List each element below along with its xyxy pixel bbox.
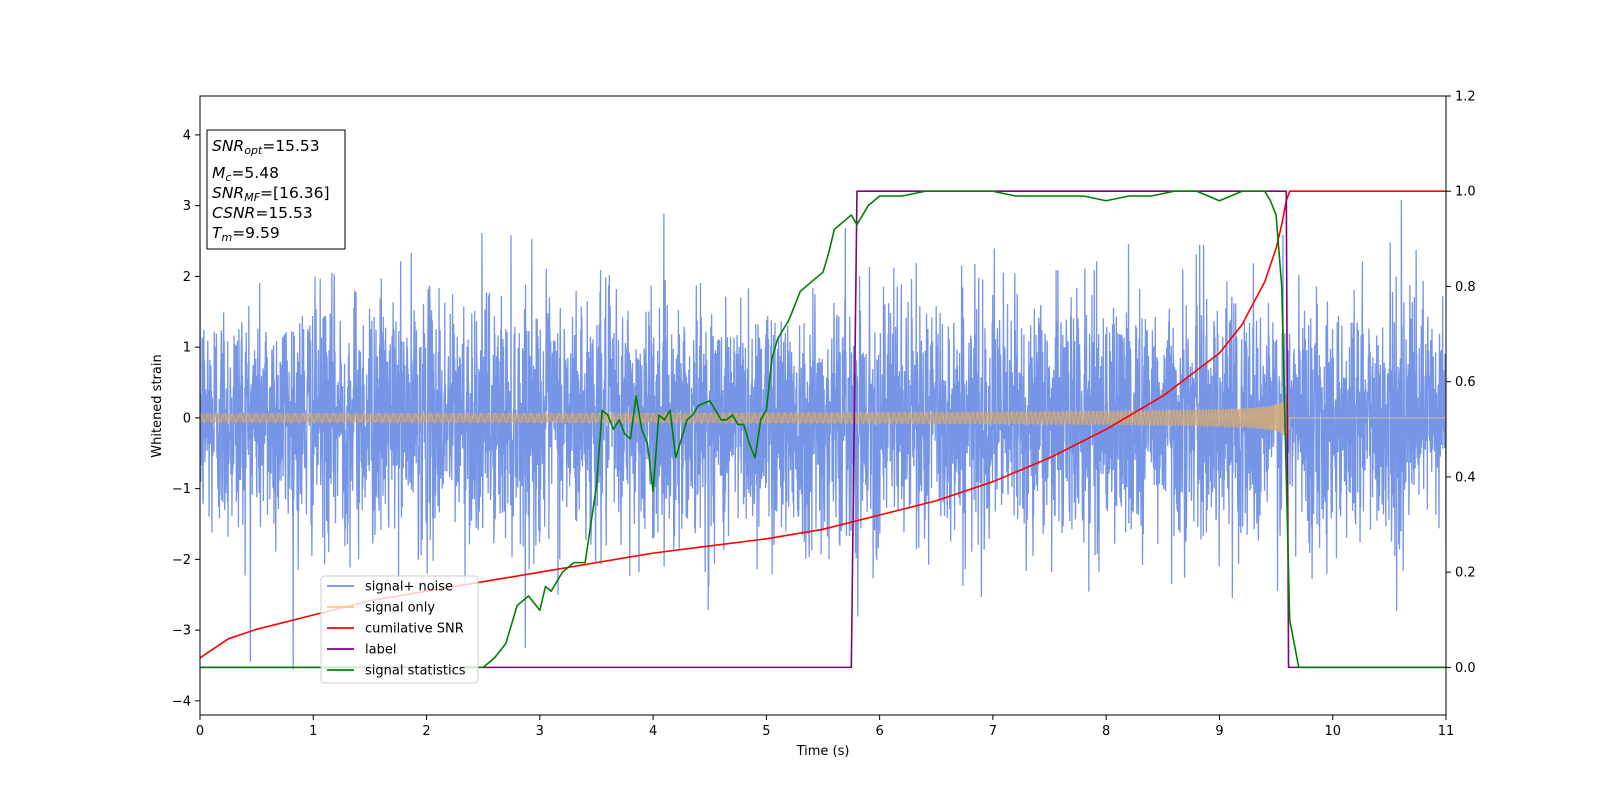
y-axis-right: 0.0 0.2 0.4 0.6 0.8 1.0 1.2: [1446, 90, 1476, 676]
x-tick-label: 2: [422, 724, 430, 739]
x-tick-label: 3: [536, 724, 544, 739]
y-axis-label: Whitened strain: [150, 354, 165, 457]
legend-label: signal only: [365, 601, 435, 616]
signal-noise-line: [200, 200, 1446, 670]
y2-tick-label: 1.2: [1455, 90, 1476, 105]
legend-item: signal+ noise: [327, 580, 453, 595]
y-tick-label: 1: [183, 341, 191, 356]
y-tick-label: −3: [172, 624, 191, 639]
x-tick-label: 5: [762, 724, 770, 739]
stats-snr-opt: SNRopt=15.53: [212, 137, 320, 157]
y-tick-label: 0: [183, 411, 191, 426]
y-tick-label: −2: [172, 553, 191, 568]
x-tick-label: 9: [1215, 724, 1223, 739]
legend-label: label: [365, 643, 396, 658]
y-tick-label: −4: [172, 694, 191, 709]
y-tick-label: 4: [183, 128, 191, 143]
x-tick-label: 7: [989, 724, 997, 739]
signal-statistics-line: [200, 190, 1446, 669]
x-tick-label: 11: [1438, 724, 1455, 739]
y-tick-label: 3: [183, 199, 191, 214]
y2-tick-label: 1.0: [1455, 185, 1476, 200]
x-tick-label: 4: [649, 724, 657, 739]
x-axis-label: Time (s): [796, 744, 850, 759]
stats-box: SNRopt=15.53 Mc=5.48 SNRMF=[16.36] CSNR=…: [206, 129, 346, 250]
x-tick-label: 10: [1324, 724, 1341, 739]
stats-csnr: CSNR=15.53: [212, 204, 313, 222]
legend-frame: [320, 575, 479, 684]
y2-tick-label: 0.4: [1455, 470, 1476, 485]
x-tick-label: 6: [875, 724, 883, 739]
legend-item: label: [327, 643, 396, 658]
series-signal-noise: [200, 200, 1446, 670]
y-axis-left: −4 −3 −2 −1 0 1 2 3 4: [172, 128, 200, 709]
stats-mc: Mc=5.48: [212, 164, 279, 184]
y-tick-label: 2: [183, 270, 191, 285]
signal-only-envelope: [200, 395, 1290, 441]
y-tick-label: −1: [172, 482, 191, 497]
y2-tick-label: 0.2: [1455, 566, 1476, 581]
x-tick-label: 0: [196, 724, 204, 739]
y2-tick-label: 0.6: [1455, 375, 1476, 390]
legend-label: signal+ noise: [365, 580, 453, 595]
legend: signal+ noise signal only cumilative SNR la…: [320, 575, 479, 684]
series-signal-only: [200, 395, 1446, 441]
stats-tm: Tm=9.59: [212, 224, 280, 244]
legend-item: signal only: [327, 601, 435, 616]
x-tick-label: 1: [309, 724, 317, 739]
legend-item: cumilative SNR: [327, 622, 464, 637]
x-tick-label: 8: [1102, 724, 1110, 739]
legend-item: signal statistics: [327, 664, 466, 679]
legend-label: signal statistics: [365, 664, 466, 679]
stats-snr-mf: SNRMF=[16.36]: [212, 184, 330, 204]
y2-tick-label: 0.0: [1455, 661, 1476, 676]
y2-tick-label: 0.8: [1455, 280, 1476, 295]
stats-box-frame: [206, 129, 346, 250]
plot-frame: [199, 95, 1447, 716]
x-axis: 0 1 2 3 4 5 6 7 8 9 10 11: [196, 715, 1454, 739]
legend-label: cumilative SNR: [365, 622, 464, 637]
